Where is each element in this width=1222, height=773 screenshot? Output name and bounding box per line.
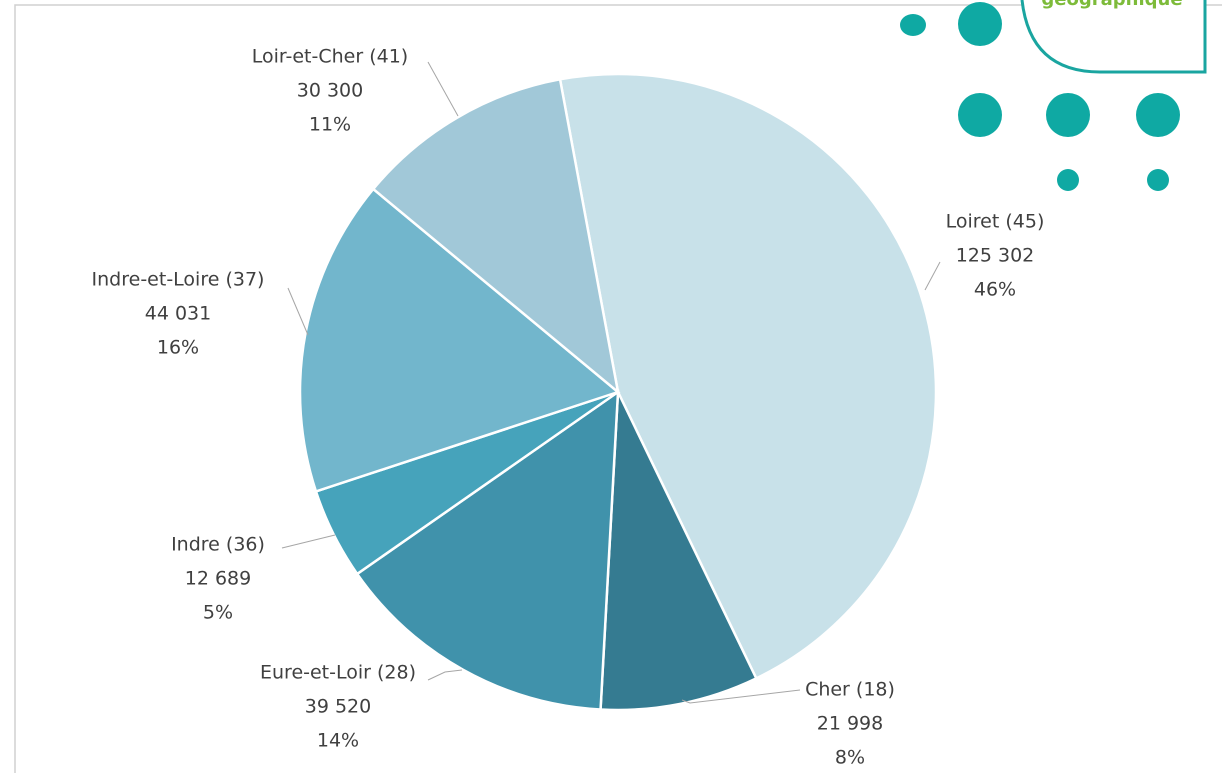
slice-category-label: Indre-et-Loire (37) — [92, 269, 265, 291]
slice-percent-label: 16% — [157, 337, 199, 359]
slice-value-label: 30 300 — [297, 80, 363, 102]
logo-dot — [1147, 169, 1169, 191]
logo-dot — [900, 14, 926, 36]
logo-dot — [1046, 93, 1090, 137]
slice-value-label: 39 520 — [305, 696, 371, 718]
slice-category-label: Cher (18) — [805, 679, 895, 701]
logo-dot — [958, 2, 1002, 46]
slice-percent-label: 5% — [203, 602, 233, 624]
slice-value-label: 125 302 — [956, 245, 1035, 267]
slice-value-label: 21 998 — [817, 713, 883, 735]
chart: géographique Loiret (45) 125 302 46% Cher (… — [0, 0, 1222, 773]
slice-category-label: Indre (36) — [171, 534, 265, 556]
slice-percent-label: 8% — [835, 747, 865, 769]
slice-value-label: 12 689 — [185, 568, 251, 590]
logo-dot — [958, 93, 1002, 137]
slice-category-label: Loiret (45) — [946, 211, 1045, 233]
logo-dot — [1057, 169, 1079, 191]
slice-percent-label: 11% — [309, 114, 351, 136]
slice-percent-label: 14% — [317, 730, 359, 752]
slice-value-label: 44 031 — [145, 303, 211, 325]
logo-dot — [1136, 93, 1180, 137]
slice-percent-label: 46% — [974, 279, 1016, 301]
slice-category-label: Eure-et-Loir (28) — [260, 662, 416, 684]
logo-text: géographique — [1041, 0, 1182, 10]
slice-category-label: Loir-et-Cher (41) — [252, 46, 408, 68]
